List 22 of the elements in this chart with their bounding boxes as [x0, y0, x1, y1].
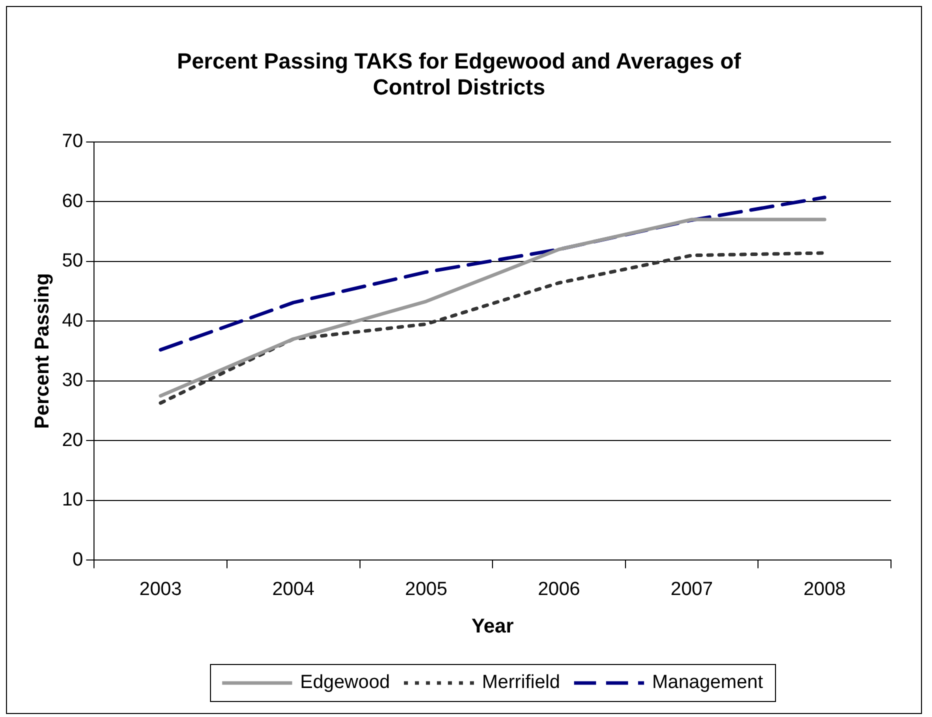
y-axis-title: Percent Passing [32, 273, 54, 429]
y-tick-label: 60 [62, 190, 84, 212]
line-series [158, 196, 826, 352]
y-tick-label: 0 [72, 549, 84, 570]
chart-title: Percent Passing TAKS for Edgewood and Averages of Control Districts [177, 48, 742, 100]
x-tick-label: 2007 [670, 578, 713, 600]
legend-label: Edgewood [300, 672, 390, 694]
y-tick-label: 30 [62, 370, 84, 392]
legend-label: Merrifield [482, 672, 560, 694]
y-tick-label: 20 [62, 430, 84, 451]
x-tick-label: 2006 [538, 578, 580, 600]
y-tick-label: 50 [62, 250, 84, 272]
legend-label: Management [652, 672, 764, 694]
x-tick-label: 2003 [139, 578, 182, 600]
line-series [158, 251, 826, 405]
y-tick-label: 10 [62, 490, 84, 511]
x-axis-title: Year [471, 616, 514, 638]
x-tick-label: 2008 [803, 578, 846, 600]
x-tick-label: 2005 [405, 578, 448, 600]
y-tick-label: 70 [62, 131, 84, 152]
y-tick-label: 40 [62, 310, 84, 332]
x-tick-label: 2004 [272, 578, 315, 600]
